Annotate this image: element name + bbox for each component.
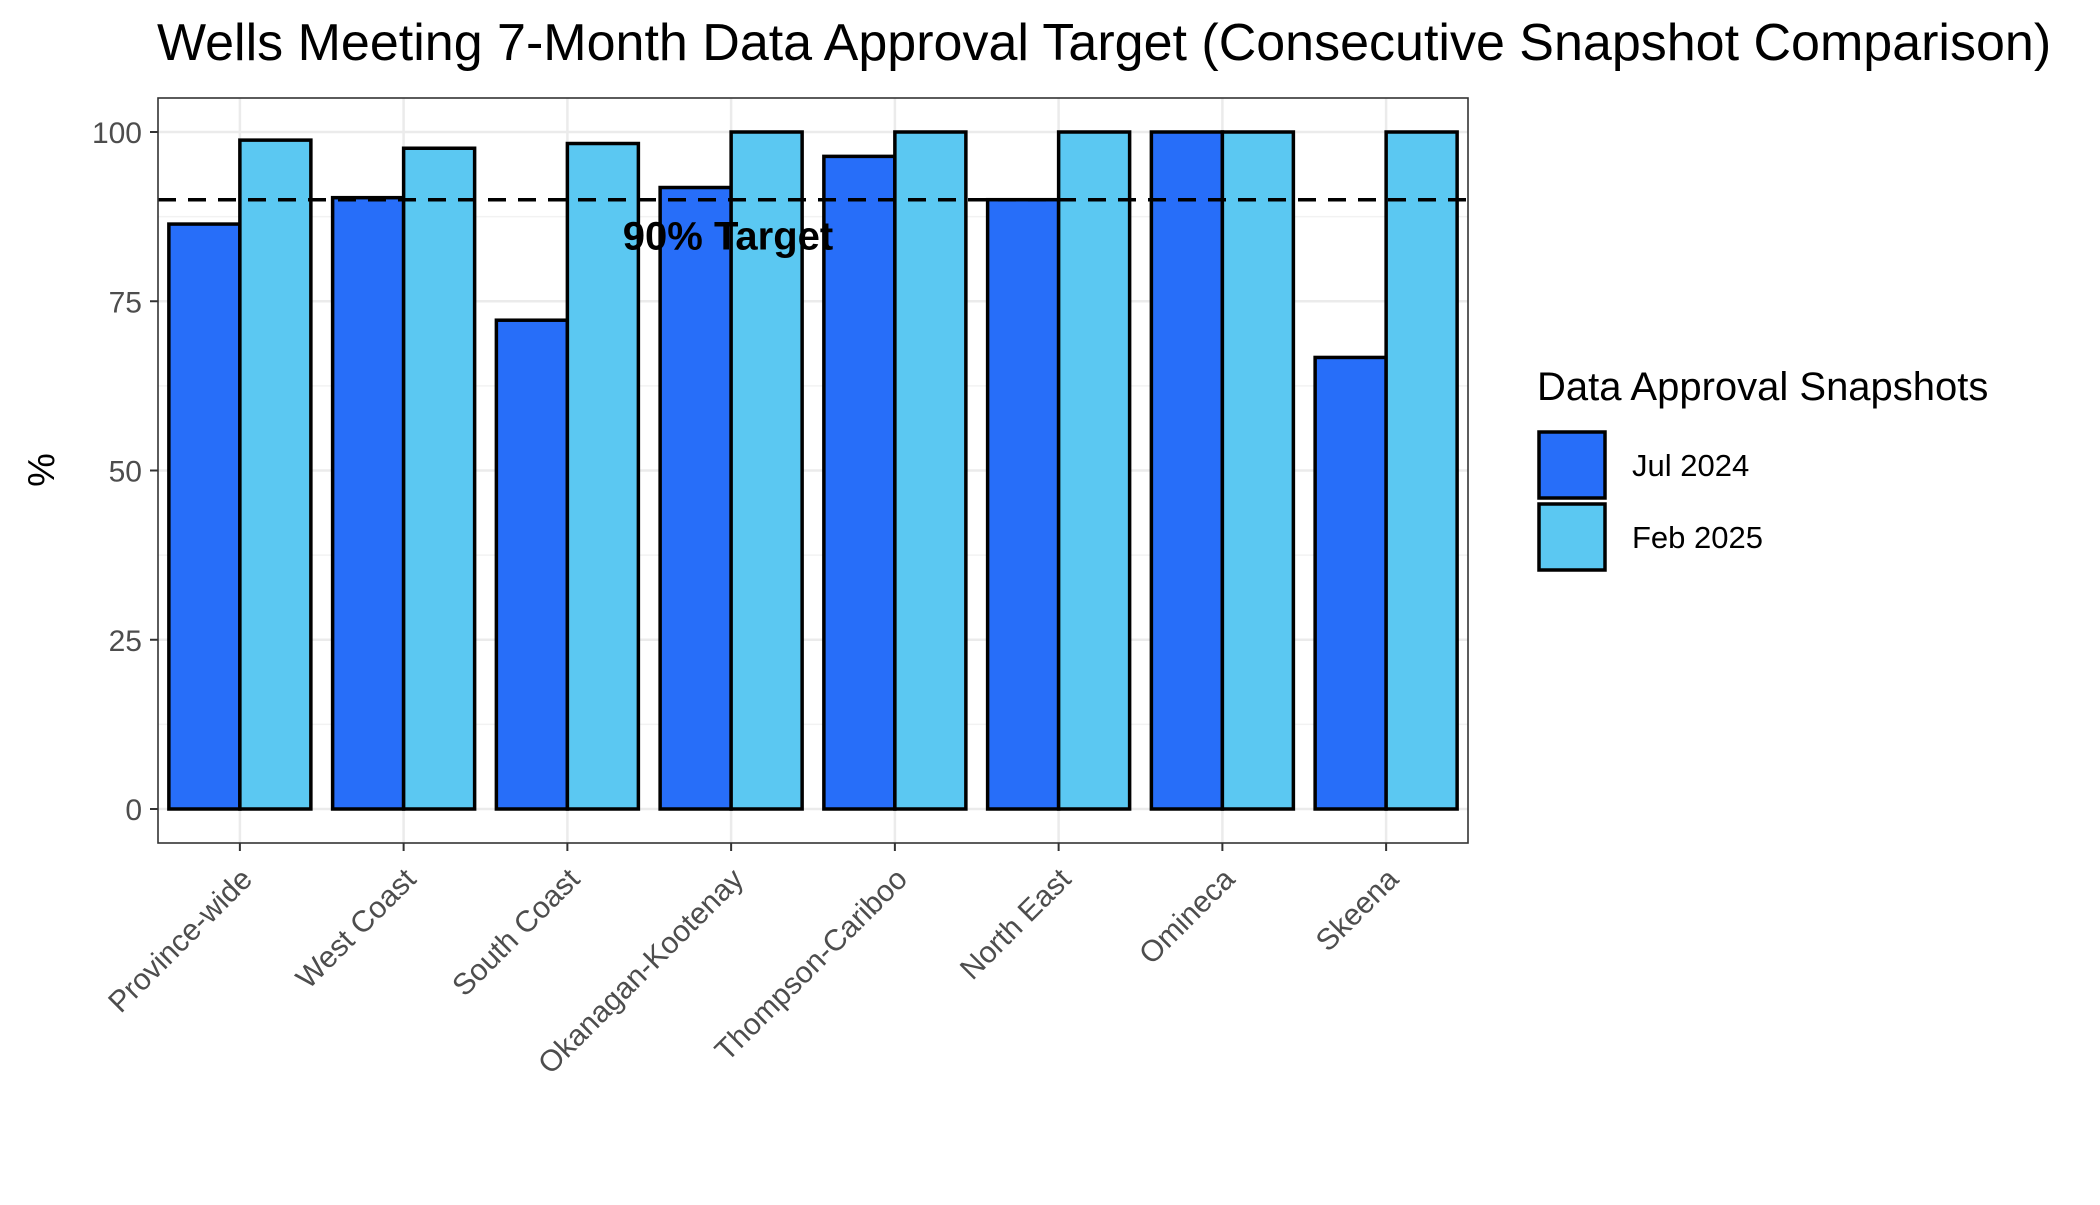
- bar-jul-2024: [658, 185, 733, 811]
- y-tick-label: 75: [109, 286, 142, 319]
- bar-jul-2024: [330, 195, 406, 811]
- bar-feb-2025: [565, 141, 641, 811]
- bar-feb-2025: [1056, 130, 1132, 811]
- legend-label: Feb 2025: [1632, 520, 1763, 555]
- x-tick-label: Province-wide: [102, 863, 259, 1020]
- y-tick-label: 50: [109, 456, 142, 489]
- x-tick-label: Omineca: [1133, 862, 1241, 970]
- bar-feb-2025: [729, 130, 804, 811]
- legend-title: Data Approval Snapshots: [1537, 365, 1988, 409]
- y-tick-label: 0: [125, 794, 142, 827]
- bar-jul-2024: [1149, 130, 1225, 811]
- bar-jul-2024: [494, 318, 570, 811]
- bar-feb-2025: [238, 138, 313, 811]
- y-axis: 0 25 50 75 100: [92, 117, 158, 827]
- chart-title: Wells Meeting 7-Month Data Approval Targ…: [157, 14, 2051, 72]
- x-axis: Province-wide West Coast South CoastOkanag…: [102, 843, 1405, 1081]
- legend: Data Approval Snapshots Jul 2024 Feb 2025: [1537, 365, 1988, 572]
- bar-feb-2025: [1220, 130, 1296, 811]
- legend-key: [1537, 430, 1607, 500]
- y-tick-label: 100: [92, 117, 142, 150]
- legend-key: [1537, 502, 1607, 572]
- bar-feb-2025: [401, 146, 477, 811]
- bar-feb-2025: [1384, 130, 1459, 811]
- x-tick-label: North East: [954, 862, 1078, 986]
- x-tick-label: South Coast: [446, 862, 587, 1003]
- x-tick-label: West Coast: [290, 862, 423, 995]
- x-tick-label: Skeena: [1310, 862, 1406, 958]
- bars: [167, 130, 1459, 811]
- bar-feb-2025: [893, 130, 968, 811]
- bar-jul-2024: [1313, 355, 1388, 811]
- target-label: 90% Target: [623, 215, 833, 259]
- bar-jul-2024: [985, 197, 1061, 811]
- y-tick-label: 25: [109, 625, 142, 658]
- bar-jul-2024: [167, 222, 242, 811]
- legend-label: Jul 2024: [1632, 448, 1749, 483]
- y-axis-label: %: [21, 453, 63, 487]
- bar-jul-2024: [822, 154, 897, 811]
